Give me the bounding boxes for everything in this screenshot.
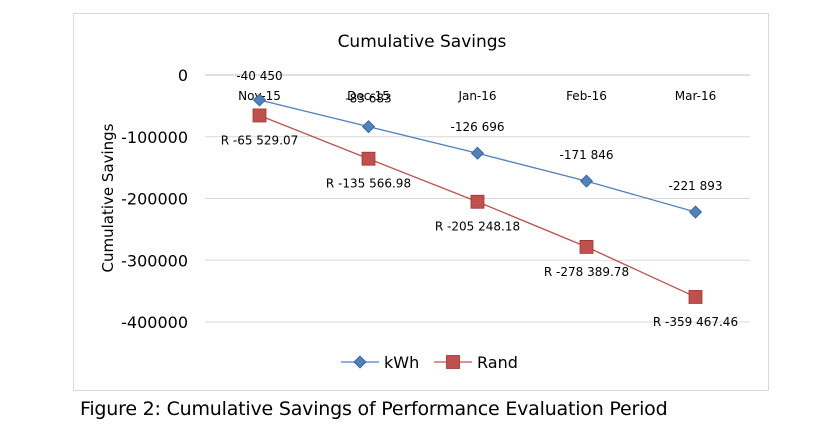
legend-marker-kwh bbox=[353, 355, 367, 369]
chart-frame bbox=[73, 13, 769, 391]
chart-title: Cumulative Savings bbox=[338, 32, 507, 52]
data-label-kwh: -221 893 bbox=[669, 179, 723, 193]
y-tick-label: -200000 bbox=[121, 190, 188, 209]
data-point-rand bbox=[688, 290, 703, 304]
x-tick-label: Feb-16 bbox=[566, 89, 607, 103]
y-axis-label: Cumulative Savings bbox=[99, 123, 117, 272]
legend-marker-rand bbox=[446, 355, 460, 369]
data-point-rand bbox=[470, 194, 485, 209]
data-label-rand: R -135 566.98 bbox=[326, 177, 411, 191]
figure-caption: Figure 2: Cumulative Savings of Performa… bbox=[80, 398, 668, 420]
y-tick-label: -400000 bbox=[121, 313, 188, 332]
data-point-kwh bbox=[252, 93, 267, 107]
data-label-kwh: -171 846 bbox=[560, 148, 614, 162]
legend-label-rand: Rand bbox=[477, 353, 518, 372]
data-label-rand: R -65 529.07 bbox=[221, 133, 299, 147]
data-label-kwh: -126 696 bbox=[451, 120, 505, 134]
legend-label-kwh: kWh bbox=[384, 353, 419, 372]
data-label-kwh: -83 683 bbox=[345, 92, 391, 106]
data-point-kwh bbox=[361, 120, 376, 134]
data-point-rand bbox=[252, 108, 267, 123]
y-tick-label: -300000 bbox=[121, 251, 188, 270]
data-point-rand bbox=[579, 240, 594, 254]
data-label-rand: R -278 389.78 bbox=[544, 265, 629, 279]
x-tick-label: Mar-16 bbox=[675, 89, 716, 103]
y-tick-label: 0 bbox=[178, 66, 188, 85]
data-point-kwh bbox=[470, 146, 485, 160]
x-tick-label: Dec-15 bbox=[347, 89, 390, 103]
data-label-kwh: -40 450 bbox=[236, 69, 282, 83]
data-point-rand bbox=[361, 151, 376, 166]
y-tick-label: -100000 bbox=[121, 128, 188, 147]
x-tick-label: Jan-16 bbox=[457, 89, 496, 103]
data-label-rand: R -205 248.18 bbox=[435, 220, 520, 234]
data-point-kwh bbox=[688, 205, 703, 219]
data-label-rand: R -359 467.46 bbox=[653, 315, 738, 329]
data-point-kwh bbox=[579, 174, 594, 188]
